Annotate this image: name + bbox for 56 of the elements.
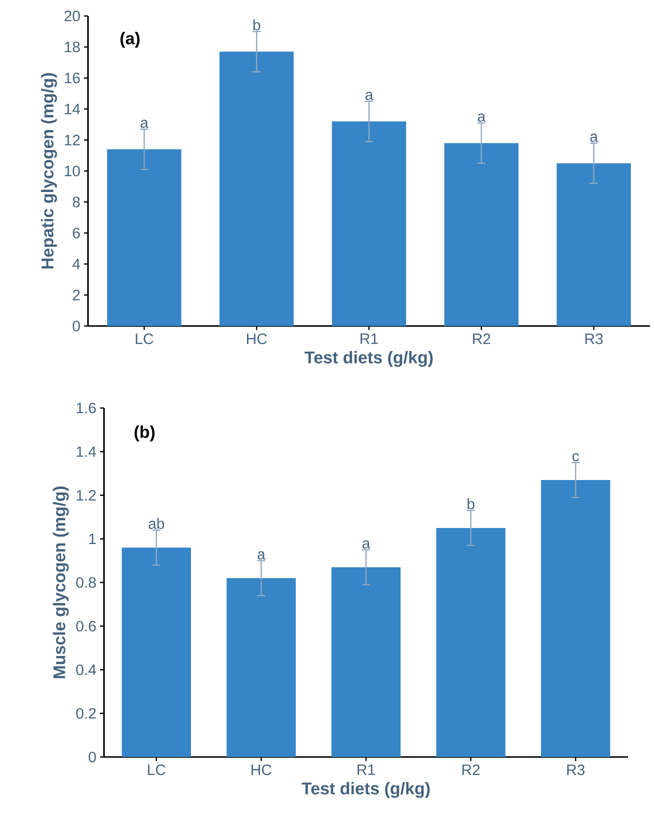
bar — [444, 143, 518, 326]
x-tick-label: R1 — [360, 334, 378, 344]
y-tick-label: 1.4 — [76, 446, 96, 457]
x-tick-label: HC — [252, 764, 272, 776]
bar — [541, 480, 610, 757]
y-tick-label: 12 — [64, 134, 80, 146]
x-tick-label: R1 — [358, 764, 375, 775]
annotation: b — [253, 19, 260, 30]
y-tick-label: 16 — [64, 72, 80, 84]
y-tick-label: 14 — [64, 104, 80, 114]
bar — [332, 121, 406, 326]
y-tick-label: 0.6 — [76, 620, 96, 632]
x-tick-label: R3 — [567, 764, 585, 776]
y-tick-label: 0 — [72, 320, 80, 332]
y-tick-label: 10 — [64, 166, 80, 176]
y-tick-label: 0.8 — [76, 577, 96, 588]
y-tick-label: 2 — [72, 290, 80, 300]
bar — [122, 548, 191, 757]
annotation: a — [362, 540, 370, 549]
x-tick-label: R2 — [462, 764, 480, 775]
bar — [556, 163, 631, 326]
x-tick-label: R2 — [473, 334, 490, 344]
annotation: a — [258, 551, 266, 560]
x-tick-label: LC — [148, 764, 166, 776]
y-tick-label: 1.2 — [76, 490, 96, 500]
annotation: a — [478, 114, 486, 122]
bar — [107, 149, 182, 326]
y-axis-title: Hepatic glycogen (mg/g) — [41, 73, 57, 269]
bar — [220, 52, 294, 326]
x-tick-label: HC — [247, 334, 267, 344]
y-tick-label: 20 — [64, 10, 80, 22]
y-tick-label: 1 — [89, 534, 96, 544]
x-tick-label: LC — [136, 334, 154, 344]
y-tick-label: 0.4 — [76, 664, 96, 676]
y-tick-label: 1.6 — [76, 402, 96, 414]
annotation: ab — [148, 518, 164, 529]
y-tick-label: 4 — [72, 258, 80, 270]
annotation: c — [572, 453, 579, 462]
bar — [226, 578, 296, 757]
y-tick-label: 8 — [72, 196, 80, 208]
annotation: a — [140, 120, 148, 128]
bar — [436, 528, 506, 757]
y-tick-label: 6 — [72, 228, 80, 238]
y-tick-label: 0.2 — [76, 708, 96, 719]
annotation: a — [590, 134, 598, 142]
text: (a) — [120, 32, 140, 48]
annotation: b — [468, 498, 474, 510]
y-axis-title: Muscle glycogen (mg/g) — [52, 486, 69, 678]
text: (b) — [134, 425, 155, 442]
x-axis-title: Test diets (g/kg) — [304, 350, 433, 367]
x-tick-label: R3 — [585, 334, 603, 344]
annotation: a — [365, 92, 374, 100]
y-tick-label: 0 — [88, 752, 96, 762]
y-tick-label: 18 — [64, 42, 80, 52]
bar — [331, 567, 401, 757]
x-axis-title: Test diets (g/kg) — [302, 782, 430, 798]
